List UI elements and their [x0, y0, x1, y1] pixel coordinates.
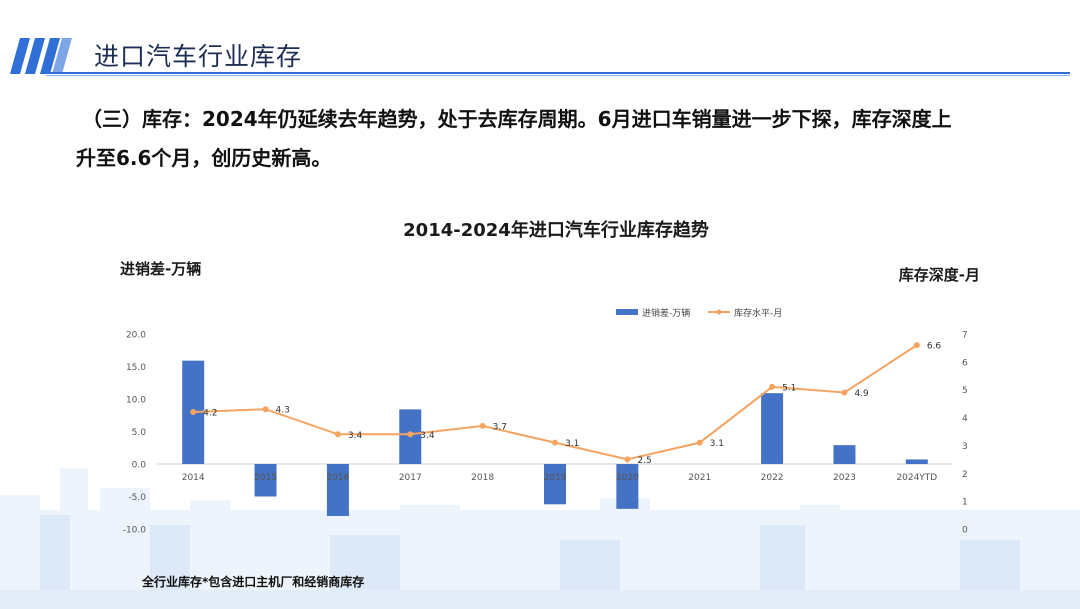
category-label: 2024YTD — [896, 473, 937, 483]
line-point — [334, 431, 341, 438]
category-label: 2022 — [761, 473, 784, 483]
legend-bar-label: 进销差-万辆 — [642, 307, 690, 319]
line-point — [262, 406, 269, 413]
right-tick-label: 5 — [962, 386, 968, 396]
right-tick-label: 3 — [962, 442, 968, 452]
right-tick-label: 1 — [962, 498, 968, 508]
legend-line-label: 库存水平-月 — [734, 307, 782, 319]
line-point — [696, 439, 703, 446]
line-data-label: 4.9 — [854, 389, 869, 399]
line-data-label: 3.4 — [420, 431, 435, 441]
category-label: 2014 — [182, 473, 205, 483]
category-label: 2019 — [544, 473, 567, 483]
right-axis-label: 库存深度-月 — [899, 266, 980, 284]
left-axis-label: 进销差-万辆 — [120, 260, 201, 278]
legend-line-marker — [716, 309, 722, 315]
line-point — [552, 439, 558, 446]
headline: （三）库存：2024年仍延续去年趋势，处于去库存周期。6月进口车销量进一步下探，… — [76, 100, 1051, 178]
legend-bar-swatch — [616, 309, 638, 315]
left-tick-label: 15.0 — [126, 363, 146, 373]
right-tick-label: 6 — [962, 358, 968, 368]
line-point — [407, 431, 414, 438]
headline-line-1: （三）库存：2024年仍延续去年趋势，处于去库存周期。6月进口车销量进一步下探，… — [82, 107, 952, 131]
bar — [326, 464, 349, 516]
header-divider — [46, 72, 1070, 76]
category-label: 2020 — [616, 473, 639, 483]
bar — [761, 393, 784, 464]
left-tick-label: 5.0 — [132, 428, 147, 438]
line-point — [841, 389, 848, 396]
bar — [544, 464, 566, 505]
line-point — [624, 456, 631, 463]
left-tick-label: -5.0 — [128, 493, 146, 503]
right-tick-label: 4 — [962, 414, 968, 424]
line-data-label: 3.1 — [565, 439, 579, 449]
chart-title: 2014-2024年进口汽车行业库存趋势 — [403, 219, 709, 241]
bar — [254, 464, 277, 497]
page-title: 进口汽车行业库存 — [94, 42, 303, 71]
left-tick-label: 0.0 — [132, 461, 147, 471]
chart-footnote: 全行业库存*包含进口主机厂和经销商库存 — [142, 575, 365, 589]
left-tick-label: 20.0 — [126, 331, 146, 341]
right-tick-label: 0 — [962, 526, 968, 536]
left-tick-label: 10.0 — [126, 396, 146, 406]
line-point — [190, 409, 197, 415]
right-tick-label: 2 — [962, 470, 968, 480]
category-label: 2015 — [254, 473, 277, 483]
line-data-label: 4.3 — [276, 406, 290, 416]
line-data-label: 5.1 — [782, 383, 796, 393]
line-data-label: 3.4 — [348, 431, 363, 441]
line-data-label: 4.2 — [203, 409, 217, 419]
line-data-label: 3.1 — [710, 439, 724, 449]
bar — [616, 464, 639, 509]
line-data-label: 2.5 — [637, 456, 651, 466]
category-label: 2018 — [471, 473, 494, 483]
line-point — [479, 422, 486, 429]
category-label: 2021 — [688, 473, 711, 483]
category-label: 2016 — [326, 473, 349, 483]
line-point — [913, 342, 920, 349]
line-data-label: 6.6 — [927, 342, 942, 352]
header-stripes-logo — [10, 38, 72, 74]
left-tick-label: -10.0 — [123, 526, 147, 536]
category-label: 2023 — [833, 473, 856, 483]
bar — [833, 445, 856, 464]
bar — [905, 459, 928, 464]
right-tick-label: 7 — [962, 331, 968, 341]
category-label: 2017 — [399, 473, 422, 483]
line-point — [769, 383, 776, 390]
line-data-label: 3.7 — [493, 422, 507, 432]
headline-line-2: 升至6.6个月，创历史新高。 — [76, 146, 332, 170]
